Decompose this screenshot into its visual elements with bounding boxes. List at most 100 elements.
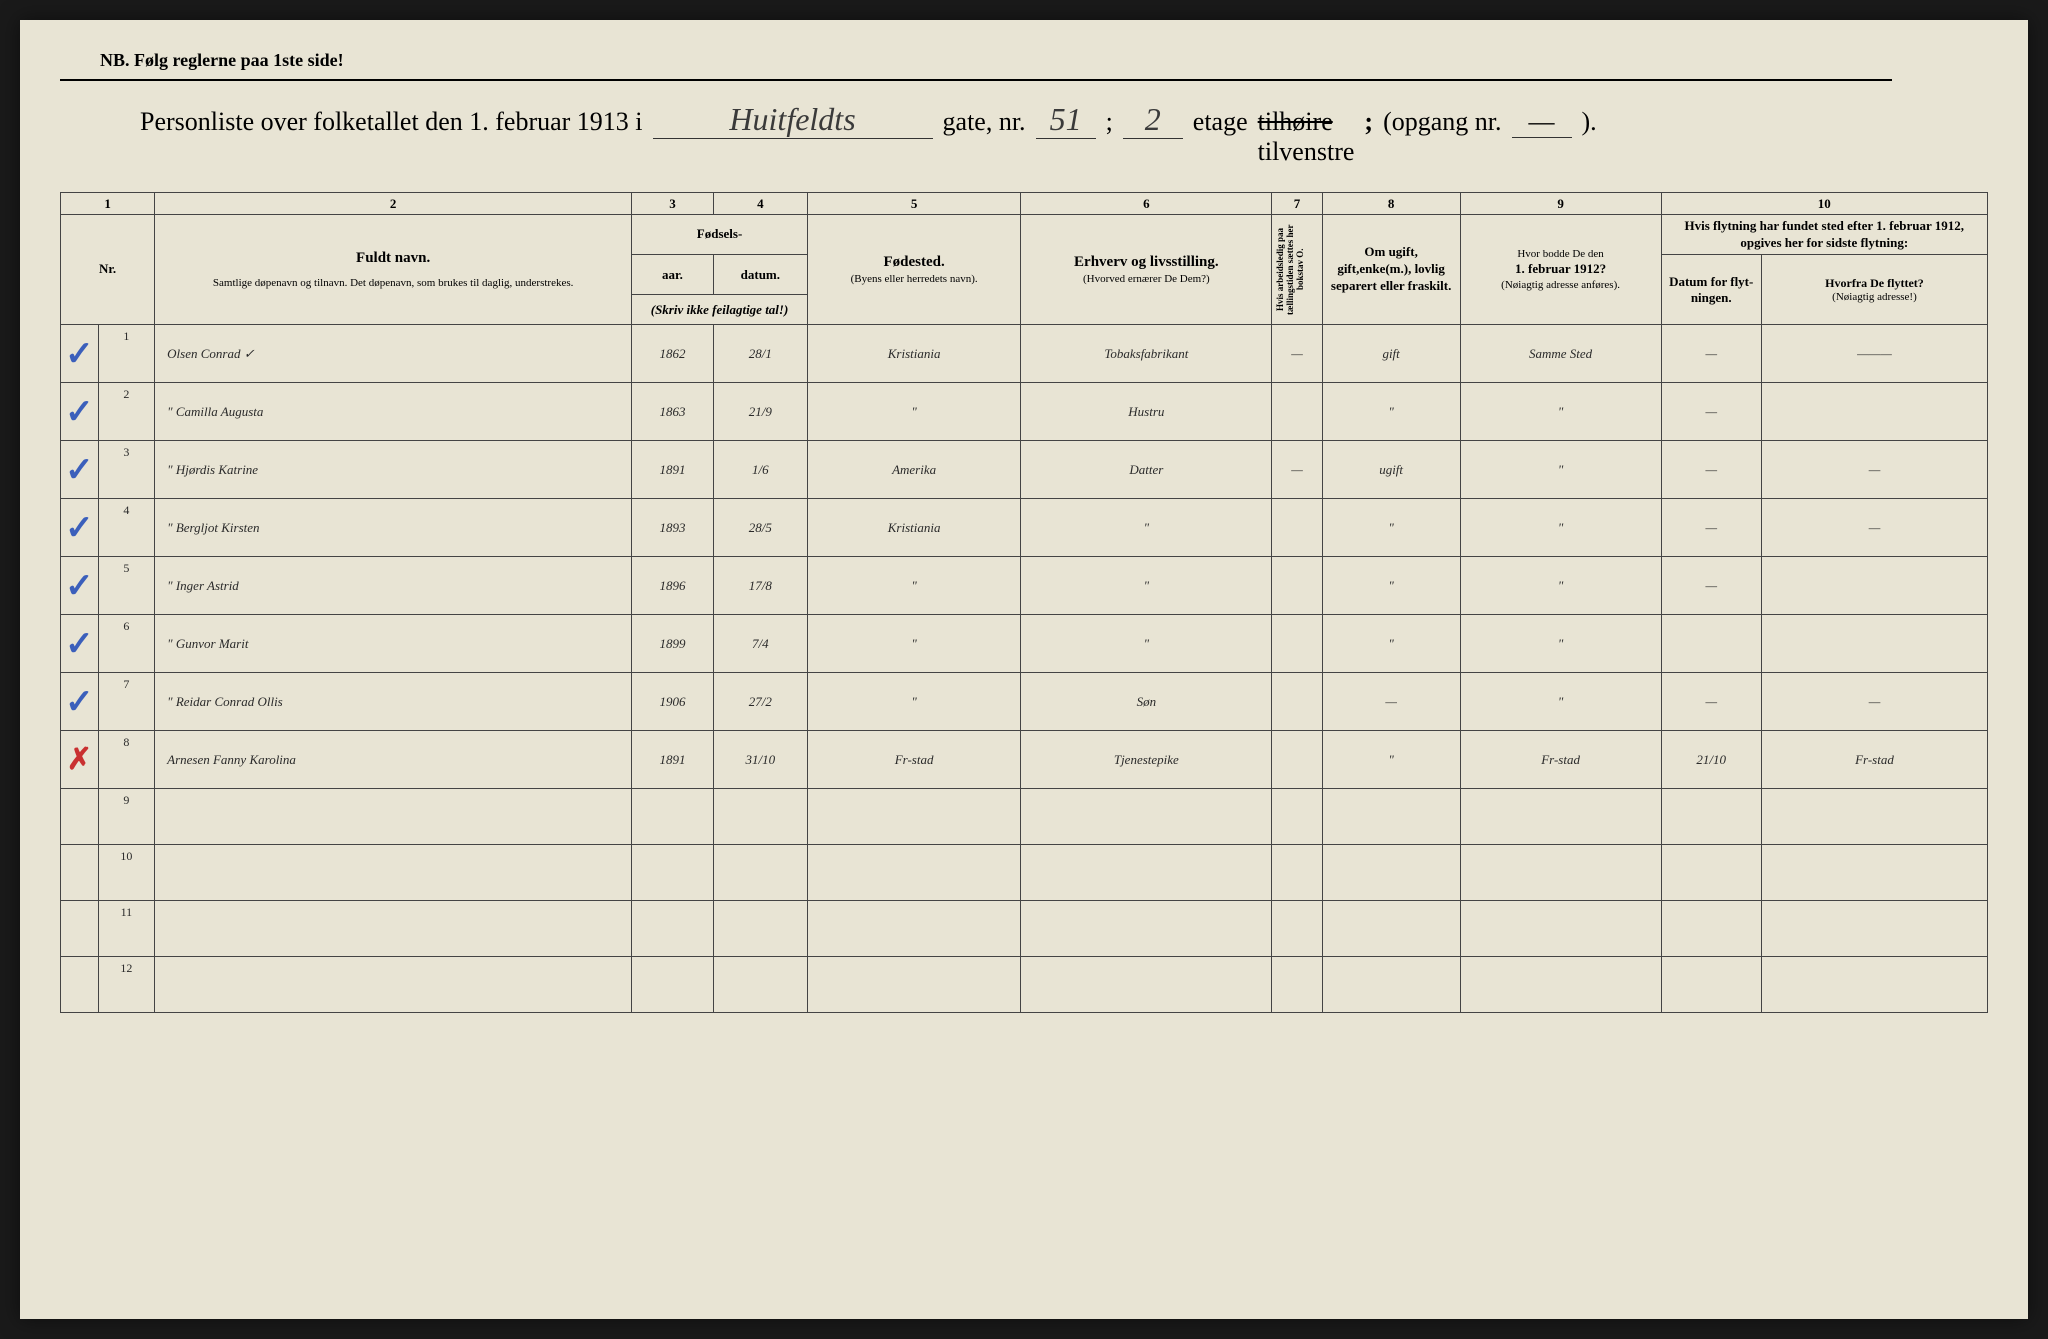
- cell-date: 28/5: [713, 499, 807, 557]
- cell-name: " Inger Astrid: [155, 557, 632, 615]
- cell-move-from: —: [1761, 441, 1987, 499]
- cell-move-from: —: [1761, 499, 1987, 557]
- gate-nr: 51: [1036, 101, 1096, 139]
- cell-birthplace: [807, 901, 1020, 957]
- opgang-label: (opgang nr.: [1383, 107, 1501, 137]
- name-sub: Samtlige døpenavn og tilnavn. Det døpena…: [159, 276, 627, 290]
- cell-col7: [1272, 499, 1322, 557]
- cell-date: [713, 845, 807, 901]
- table-row: ✗8Arnesen Fanny Karolina189131/10Fr-stad…: [61, 731, 1988, 789]
- cell-move-date: 21/10: [1661, 731, 1761, 789]
- separator: ;: [1106, 107, 1113, 137]
- column-number-row: 1 2 3 4 5 6 7 8 9 10: [61, 193, 1988, 215]
- cell-move-from: [1761, 789, 1987, 845]
- table-row: ✓5" Inger Astrid189617/8""""—: [61, 557, 1988, 615]
- cell-col7: [1272, 901, 1322, 957]
- cell-status: [1322, 901, 1460, 957]
- cell-status: ": [1322, 557, 1460, 615]
- header-col7: Hvis arbeidsledig paa tællingstiden sætt…: [1272, 215, 1322, 325]
- table-row-empty: 12: [61, 957, 1988, 1013]
- cell-col7: [1272, 789, 1322, 845]
- cell-year: 1891: [632, 441, 714, 499]
- close-paren: ).: [1582, 107, 1597, 137]
- row-mark: ✗: [61, 731, 99, 789]
- cell-col7: [1272, 957, 1322, 1013]
- nb-instruction: NB. Følg reglerne paa 1ste side!: [60, 50, 1988, 71]
- cell-occupation: [1021, 957, 1272, 1013]
- cell-col7: [1272, 845, 1322, 901]
- col-num-7: 7: [1272, 193, 1322, 215]
- cell-date: 21/9: [713, 383, 807, 441]
- column-label-row: Nr. Fuldt navn. Samtlige døpenavn og til…: [61, 215, 1988, 255]
- cell-year: [632, 957, 714, 1013]
- col10b-sub: (Nøiagtig adresse!): [1766, 291, 1983, 303]
- side-options: tilhøire tilvenstre: [1258, 107, 1355, 167]
- header-col9: Hvor bodde De den 1. februar 1912? (Nøia…: [1460, 215, 1661, 325]
- row-number: 5: [98, 557, 154, 615]
- cell-occupation: Søn: [1021, 673, 1272, 731]
- cell-move-date: [1661, 957, 1761, 1013]
- header-nr: Nr.: [61, 215, 155, 325]
- cell-date: 31/10: [713, 731, 807, 789]
- col9-c: (Nøiagtig adresse anføres).: [1465, 278, 1657, 292]
- header-date: datum.: [713, 255, 807, 295]
- row-number: 11: [98, 901, 154, 957]
- cell-move-from: [1761, 957, 1987, 1013]
- cell-addr1912: [1460, 957, 1661, 1013]
- cell-occupation: Tobaksfabrikant: [1021, 325, 1272, 383]
- row-number: 1: [98, 325, 154, 383]
- etage-label: etage: [1193, 107, 1248, 137]
- cell-move-date: —: [1661, 441, 1761, 499]
- row-number: 8: [98, 731, 154, 789]
- cell-year: [632, 789, 714, 845]
- row-mark: [61, 845, 99, 901]
- cell-addr1912: ": [1460, 615, 1661, 673]
- col-num-4: 4: [713, 193, 807, 215]
- header-col8: Om ugift, gift,enke(m.), lovlig separert…: [1322, 215, 1460, 325]
- cell-birthplace: Amerika: [807, 441, 1020, 499]
- side-keep: tilvenstre: [1258, 137, 1355, 166]
- col9-b: 1. februar 1912?: [1465, 261, 1657, 278]
- cell-year: [632, 845, 714, 901]
- cell-date: [713, 789, 807, 845]
- table-row-empty: 11: [61, 901, 1988, 957]
- cell-move-from: ———: [1761, 325, 1987, 383]
- etage-nr: 2: [1123, 101, 1183, 139]
- gate-label: gate, nr.: [943, 107, 1026, 137]
- side-strike: tilhøire: [1258, 107, 1333, 136]
- cell-addr1912: ": [1460, 499, 1661, 557]
- cell-birthplace: [807, 789, 1020, 845]
- cell-addr1912: [1460, 789, 1661, 845]
- header-col10: Hvis flytning har fundet sted efter 1. f…: [1661, 215, 1987, 255]
- cell-status: gift: [1322, 325, 1460, 383]
- cell-birthplace: [807, 957, 1020, 1013]
- col-num-2: 2: [155, 193, 632, 215]
- header-col10a: Datum for flyt-ningen.: [1661, 255, 1761, 325]
- cell-occupation: Tjenestepike: [1021, 731, 1272, 789]
- cell-date: [713, 901, 807, 957]
- cell-occupation: [1021, 845, 1272, 901]
- cell-addr1912: [1460, 901, 1661, 957]
- cell-birthplace: [807, 845, 1020, 901]
- cell-col7: [1272, 673, 1322, 731]
- cell-move-date: [1661, 845, 1761, 901]
- cell-addr1912: [1460, 845, 1661, 901]
- cell-birthplace: Kristiania: [807, 325, 1020, 383]
- cell-date: [713, 957, 807, 1013]
- cell-birthplace: ": [807, 673, 1020, 731]
- cell-year: [632, 901, 714, 957]
- cell-addr1912: ": [1460, 441, 1661, 499]
- cell-move-date: —: [1661, 673, 1761, 731]
- cell-occupation: Hustru: [1021, 383, 1272, 441]
- header-col10b: Hvorfra De flyttet? (Nøiagtig adresse!): [1761, 255, 1987, 325]
- cell-date: 28/1: [713, 325, 807, 383]
- table-row-empty: 10: [61, 845, 1988, 901]
- cell-col7: [1272, 731, 1322, 789]
- cell-name: " Camilla Augusta: [155, 383, 632, 441]
- header-birthplace: Fødested. (Byens eller herredets navn).: [807, 215, 1020, 325]
- col-num-9: 9: [1460, 193, 1661, 215]
- cell-col7: [1272, 557, 1322, 615]
- cell-status: ugift: [1322, 441, 1460, 499]
- birthplace-sub: (Byens eller herredets navn).: [812, 272, 1016, 286]
- header-name: Fuldt navn. Samtlige døpenavn og tilnavn…: [155, 215, 632, 325]
